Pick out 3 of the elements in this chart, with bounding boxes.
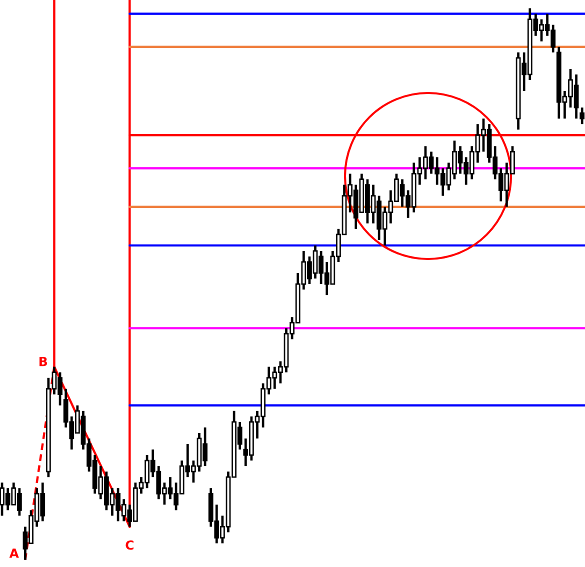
annotation: A — [9, 548, 19, 558]
annotation: B — [40, 356, 48, 366]
annotation: C — [126, 540, 134, 550]
